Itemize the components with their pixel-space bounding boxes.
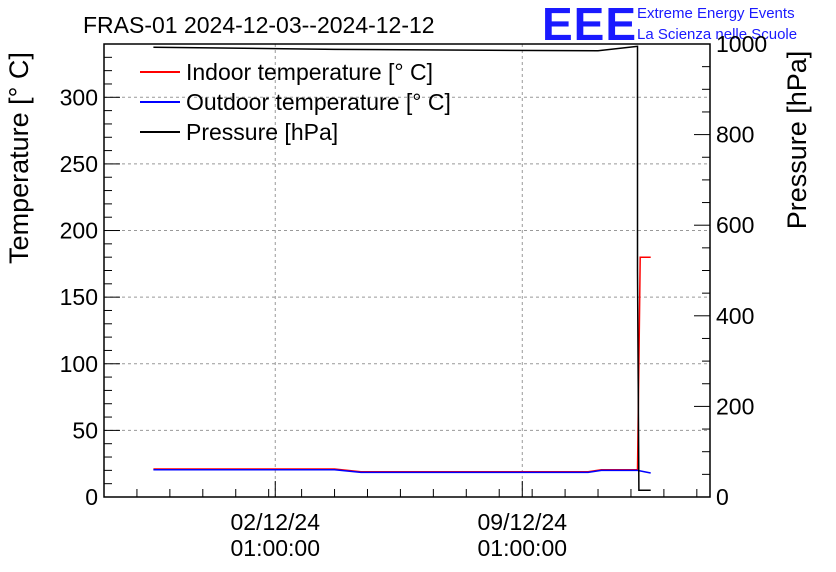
y-tick-label: 100 [60,351,98,377]
tick-labels: 0 50 100 150 200 250 300 0 200 400 600 800 1000 02/12… [60,31,768,561]
y-axis-title-left: Temperature [° C] [4,52,34,264]
y-tick-label: 150 [60,284,98,310]
legend-label: Outdoor temperature [° C] [186,89,451,115]
legend: Indoor temperature [° C] Outdoor temperat… [140,59,451,145]
logo-line1: Extreme Energy Events [637,5,795,22]
eee-logo: EEE Extreme Energy Events La Scienza nel… [542,0,797,50]
series-line-1 [153,468,651,474]
legend-label: Indoor temperature [° C] [186,59,433,85]
axis-ticks [103,43,710,498]
y-tick-label: 50 [72,417,98,443]
chart-title: FRAS-01 2024-12-03--2024-12-12 [83,12,435,38]
y-tick-label: 250 [60,151,98,177]
y2-tick-label: 200 [716,393,754,419]
y-tick-label: 200 [60,218,98,244]
y2-tick-label: 800 [716,122,754,148]
logo-mark: EEE [542,0,637,50]
y-tick-label: 300 [60,84,98,110]
y-axis-title-right: Pressure [hPa] [782,51,812,230]
series-line-2 [153,45,651,491]
y2-tick-label: 600 [716,212,754,238]
series-lines [153,45,651,491]
legend-label: Pressure [hPa] [186,119,338,145]
series-line-0 [153,256,651,473]
y-tick-label: 0 [85,484,98,510]
x-tick-label-time: 01:00:00 [230,535,320,561]
y2-tick-label: 1000 [716,31,767,57]
y2-tick-label: 0 [716,484,729,510]
grid [104,44,710,497]
x-tick-label-time: 01:00:00 [478,535,568,561]
y2-tick-label: 400 [716,303,754,329]
logo-line2: La Scienza nelle Scuole [637,26,797,43]
x-tick-label-date: 02/12/24 [230,509,320,535]
x-tick-label-date: 09/12/24 [478,509,568,535]
